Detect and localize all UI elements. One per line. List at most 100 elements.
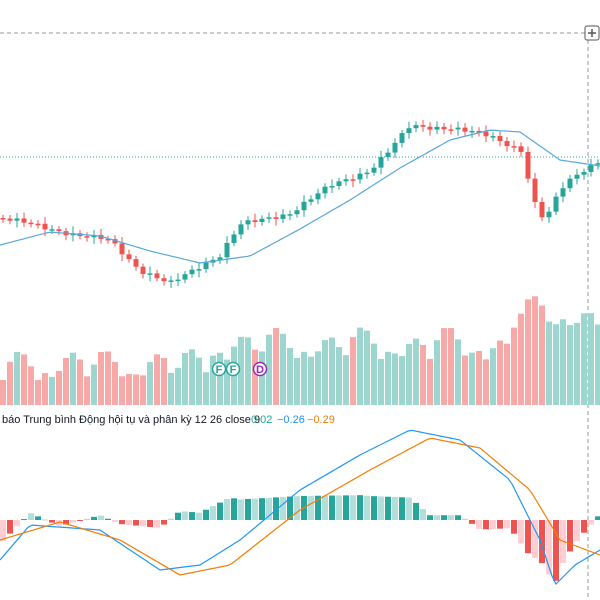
- volume-bar: [469, 352, 475, 405]
- macd-histogram-bar: [196, 512, 202, 520]
- macd-histogram-bar: [245, 498, 251, 520]
- macd-histogram-bar: [105, 518, 111, 520]
- macd-histogram-bar: [308, 495, 314, 520]
- candle-body: [490, 136, 496, 138]
- volume-bar: [21, 354, 27, 405]
- candle-body: [581, 171, 587, 175]
- volume-bar: [518, 313, 524, 405]
- volume-bar: [455, 339, 461, 405]
- candle-body: [469, 130, 475, 133]
- macd-histogram-bar: [238, 499, 244, 520]
- candle-body: [511, 146, 517, 148]
- volume-bar: [329, 337, 335, 405]
- volume-bar: [301, 351, 307, 405]
- macd-histogram-bar: [455, 515, 461, 520]
- macd-histogram-bar: [161, 520, 167, 525]
- macd-histogram-bar: [70, 520, 76, 523]
- candle-body: [399, 133, 405, 143]
- macd-histogram-bar: [441, 515, 447, 520]
- candle-body: [595, 163, 600, 165]
- macd-histogram-bar: [336, 495, 342, 520]
- candle-body: [539, 201, 545, 218]
- volume-bar: [189, 349, 195, 405]
- volume-bar: [28, 366, 34, 405]
- macd-histogram-bar: [84, 518, 90, 520]
- macd-histogram-bar: [203, 509, 209, 520]
- candle-body: [217, 257, 223, 260]
- candle-body: [42, 223, 48, 230]
- candle-body: [224, 242, 230, 258]
- volume-bar: [539, 305, 545, 405]
- volume-bar: [448, 328, 454, 405]
- volume-bar: [574, 322, 580, 405]
- macd-histogram-bar: [14, 520, 20, 527]
- volume-bar: [483, 359, 489, 405]
- macd-histogram-bar: [7, 520, 13, 534]
- candle-body: [140, 266, 146, 274]
- indicator-name: báo Trung bình Động hội tụ và phân kỳ 12…: [2, 414, 260, 426]
- candle-body: [553, 196, 559, 212]
- volume-bar: [210, 355, 216, 405]
- markers: F F D: [211, 361, 268, 377]
- candle-body: [329, 186, 335, 188]
- volume-bar: [385, 351, 391, 405]
- volume-bar: [588, 313, 594, 405]
- volume-bar: [308, 356, 314, 405]
- macd-histogram-bar: [21, 519, 27, 521]
- volume-bar: [49, 376, 55, 405]
- volume-bar: [595, 324, 600, 405]
- volume-bar: [42, 373, 48, 405]
- volume-bar: [364, 330, 370, 405]
- volume-bar: [581, 313, 587, 405]
- add-button[interactable]: [584, 25, 600, 41]
- macd-histogram-bar: [0, 520, 6, 541]
- candle-body: [497, 136, 503, 142]
- candle-body: [588, 164, 594, 172]
- candle-body: [560, 188, 566, 197]
- volume-bar: [420, 344, 426, 405]
- candle-body: [287, 214, 293, 216]
- macd-histogram-bar: [315, 495, 321, 520]
- macd-histogram-bar: [231, 498, 237, 520]
- macd-histogram-bar: [462, 518, 468, 520]
- candle-body: [28, 222, 34, 225]
- macd-histogram-bar: [294, 496, 300, 520]
- volume-bar: [287, 347, 293, 405]
- macd-histogram-bar: [357, 495, 363, 520]
- volume-bar: [315, 351, 321, 405]
- marker-circle: [211, 361, 227, 377]
- volume-bar: [553, 324, 559, 405]
- candle-body: [434, 126, 440, 130]
- volume-bar: [84, 376, 90, 405]
- candle-body: [245, 220, 251, 225]
- macd-histogram-bar: [77, 520, 83, 521]
- macd-histogram-bar: [224, 499, 230, 520]
- add-button-icon[interactable]: [588, 29, 596, 37]
- volume-bar: [476, 350, 482, 405]
- candle-body: [294, 210, 300, 215]
- macd-histogram-bar: [511, 520, 517, 534]
- candle-body: [476, 130, 482, 133]
- volume-bar: [336, 346, 342, 405]
- candle-body: [441, 126, 447, 130]
- macd-histogram-bar: [266, 497, 272, 520]
- macd-histogram-bar: [49, 520, 55, 523]
- macd-histogram-bar: [42, 519, 48, 521]
- candle-body: [175, 279, 181, 282]
- macd-histogram-bar: [112, 520, 118, 522]
- volume-bar: [322, 340, 328, 405]
- macd-histogram-bar: [581, 520, 587, 533]
- volume-bar: [567, 325, 573, 405]
- macd-histogram-bar: [343, 495, 349, 520]
- macd-histogram-bar: [98, 515, 104, 520]
- macd-histogram-bar: [154, 520, 160, 528]
- macd-histogram-bar: [399, 497, 405, 520]
- volume-bar: [497, 340, 503, 405]
- macd-histogram-bar: [126, 520, 132, 525]
- macd-histogram-bar: [595, 516, 600, 520]
- macd-histogram-bar: [490, 520, 496, 529]
- volume-bar: [14, 351, 20, 405]
- volume-bar: [63, 357, 69, 405]
- macd-histogram-bar: [217, 502, 223, 520]
